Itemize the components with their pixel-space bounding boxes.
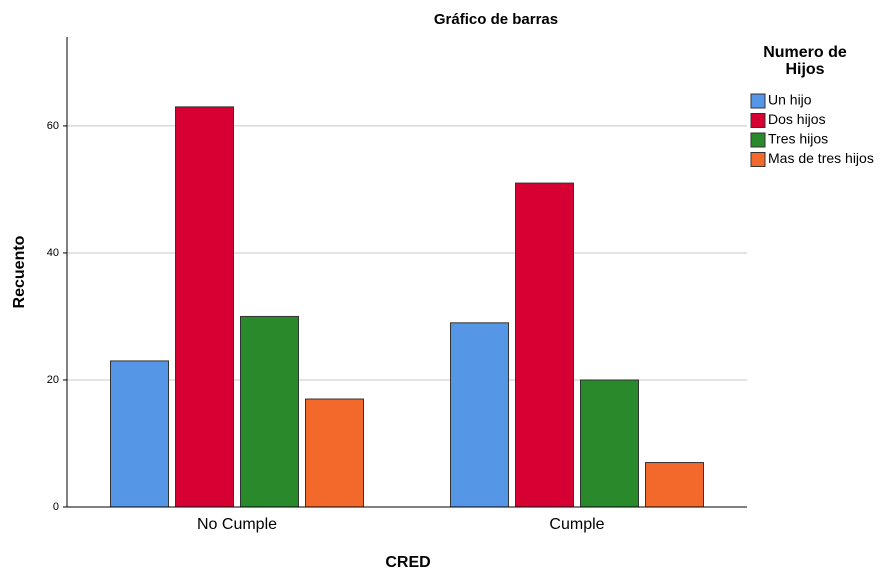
legend-swatch xyxy=(750,93,766,109)
y-tick-label: 40 xyxy=(47,247,59,259)
bar xyxy=(515,182,574,508)
x-axis-label: CRED xyxy=(385,554,430,571)
legend-label: Tres hijos xyxy=(768,131,828,147)
legend-label: Mas de tres hijos xyxy=(768,150,874,166)
legend-label: Dos hijos xyxy=(768,111,826,127)
legend-title: Numero de Hijos xyxy=(763,44,847,78)
bar xyxy=(305,398,364,508)
legend-label: Un hijo xyxy=(768,92,812,108)
legend-swatch xyxy=(750,152,766,167)
bar xyxy=(110,360,169,508)
y-tick-label: 60 xyxy=(47,120,59,132)
legend-swatch xyxy=(750,132,766,148)
bar xyxy=(580,379,639,508)
y-tick-label: 20 xyxy=(47,374,59,386)
bar xyxy=(175,106,234,508)
legend-swatch xyxy=(750,113,766,128)
bar xyxy=(240,315,299,508)
y-axis-label: Recuento xyxy=(11,235,28,308)
bar xyxy=(450,322,509,508)
chart-title: Gráfico de barras xyxy=(434,11,558,28)
x-tick-label: Cumple xyxy=(549,516,604,533)
y-tick-label: 0 xyxy=(53,501,59,513)
bar xyxy=(645,462,704,508)
x-tick-label: No Cumple xyxy=(197,516,277,533)
